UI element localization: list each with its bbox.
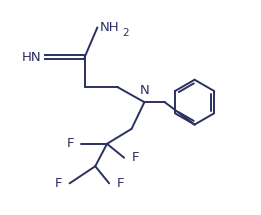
Text: F: F — [66, 137, 74, 150]
Text: NH: NH — [99, 21, 119, 34]
Text: 2: 2 — [122, 28, 129, 38]
Text: N: N — [140, 84, 149, 97]
Text: F: F — [132, 151, 139, 164]
Text: HN: HN — [22, 51, 42, 64]
Text: F: F — [117, 177, 124, 190]
Text: F: F — [55, 177, 62, 190]
